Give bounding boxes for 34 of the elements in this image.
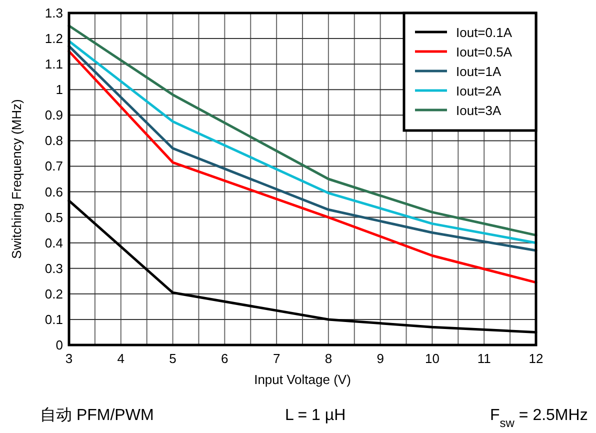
- legend-label: Iout=1A: [456, 64, 502, 79]
- x-tick-label: 8: [324, 351, 332, 366]
- legend-label: Iout=2A: [456, 84, 502, 98]
- y-tick-label: 0.5: [44, 210, 63, 225]
- y-tick-label: 0.7: [44, 158, 63, 174]
- y-tick-label: 0.3: [44, 260, 63, 276]
- y-tick-label: 0.1: [44, 312, 63, 327]
- legend-label: Iout=3A: [456, 103, 502, 118]
- y-tick-label: 0.2: [44, 286, 63, 302]
- text: L = 1 µH: [285, 407, 346, 424]
- legend-label: Iout=0.5A: [456, 44, 512, 60]
- x-tick-label: 9: [376, 351, 384, 366]
- y-tick-label: 1.1: [44, 56, 63, 72]
- y-tick-label: 0: [56, 338, 63, 352]
- x-tick-label: 12: [528, 351, 544, 366]
- y-tick-label: 1: [56, 82, 63, 98]
- y-axis-title: Switching Frequency (MHz): [9, 99, 24, 259]
- x-tick-label: 7: [272, 351, 280, 366]
- y-tick-label: 0.4: [44, 235, 63, 250]
- x-tick-label: 5: [169, 351, 176, 366]
- text: 自动 PFM/PWM: [40, 406, 154, 424]
- x-tick-label: 11: [477, 351, 491, 366]
- y-tick-label: 0.9: [44, 108, 63, 123]
- legend-label: Iout=0.1A: [456, 25, 512, 40]
- x-tick-label: 10: [424, 351, 440, 366]
- y-tick-label: 1.2: [44, 31, 63, 46]
- x-axis-title: Input Voltage (V): [254, 372, 351, 387]
- y-tick-label: 1.3: [44, 6, 63, 20]
- text: F$_{sw}$ = 2.5MHz: [490, 407, 588, 430]
- x-tick-label: 3: [65, 351, 73, 366]
- y-tick-label: 0.6: [44, 184, 63, 200]
- x-tick-label: 6: [221, 351, 228, 366]
- x-tick-label: 4: [117, 351, 125, 366]
- y-tick-label: 0.8: [44, 133, 63, 148]
